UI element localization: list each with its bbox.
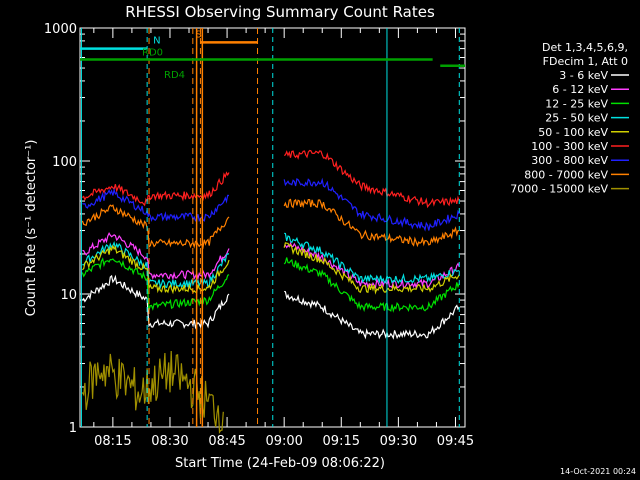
series-line-12to25keV: [283, 257, 460, 313]
annotation-label: N: [153, 36, 160, 47]
x-tick-label: 09:30: [380, 434, 417, 449]
series-line-100to300keV: [82, 171, 230, 207]
y-tick-label: 1000: [44, 22, 77, 37]
y-tick-label: 1: [69, 421, 77, 436]
x-tick-label: 08:15: [94, 434, 131, 449]
annotation-label: RD4: [164, 70, 185, 81]
legend-entry-label: 3 - 6 keV: [559, 69, 608, 82]
series-layer: [81, 149, 460, 435]
x-tick-label: 08:30: [151, 434, 188, 449]
series-line-12to25keV: [81, 257, 230, 311]
series-line-50to100keV: [81, 244, 230, 295]
x-tick-label: 09:45: [437, 434, 474, 449]
y-axis-label: Count Rate (s⁻¹ detector⁻¹): [24, 140, 39, 317]
series-line-100to300keV: [283, 149, 460, 209]
legend: Det 1,3,4,5,6,9, FDecim 1, Att 0 3 - 6 k…: [510, 41, 629, 196]
footer-timestamp: 14-Oct-2021 00:24: [560, 467, 636, 476]
chart-title: RHESSI Observing Summary Count Rates: [125, 3, 435, 21]
legend-entry-label: 300 - 800 keV: [531, 154, 608, 167]
legend-entry-label: 7000 - 15000 keV: [510, 183, 608, 196]
series-line-25to50keV: [284, 232, 460, 284]
legend-entry-label: 6 - 12 keV: [552, 83, 608, 96]
y-tick-label: 100: [52, 155, 77, 170]
series-line-7000to15000keV: [81, 350, 224, 435]
series-line-50to100keV: [283, 242, 460, 295]
x-tick-label: 09:15: [323, 434, 360, 449]
legend-entry-label: 12 - 25 keV: [545, 97, 608, 110]
plot-axes: 1 10 100 1000 08:15 08:30 08:45 09:00 09:15 09:30…: [44, 22, 474, 449]
annotation-label: RD0: [142, 47, 163, 58]
series-line-25to50keV: [82, 240, 230, 290]
series-line-800to7000keV: [283, 198, 460, 248]
legend-entry-label: 800 - 7000 keV: [524, 168, 608, 181]
y-tick-label: 10: [60, 288, 77, 303]
legend-entry-label: 25 - 50 keV: [545, 112, 608, 125]
series-line-6to12keV: [82, 232, 230, 281]
x-axis-label: Start Time (24-Feb-09 08:06:22): [175, 456, 385, 471]
series-line-800to7000keV: [81, 204, 230, 250]
legend-entry-label: 100 - 300 keV: [531, 140, 608, 153]
legend-header-line-2: FDecim 1, Att 0: [543, 55, 628, 68]
x-tick-label: 09:00: [265, 434, 302, 449]
legend-header-line-1: Det 1,3,4,5,6,9,: [542, 41, 628, 54]
legend-entry-label: 50 - 100 keV: [538, 126, 608, 139]
series-line-300to800keV: [82, 187, 230, 223]
series-line-300to800keV: [283, 177, 460, 232]
x-tick-label: 08:45: [208, 434, 245, 449]
series-line-3to6keV: [81, 274, 230, 330]
annotation-label: S: [195, 29, 201, 40]
annotation-layer: N S RD0 RD4: [80, 28, 465, 427]
series-line-3to6keV: [284, 290, 460, 340]
